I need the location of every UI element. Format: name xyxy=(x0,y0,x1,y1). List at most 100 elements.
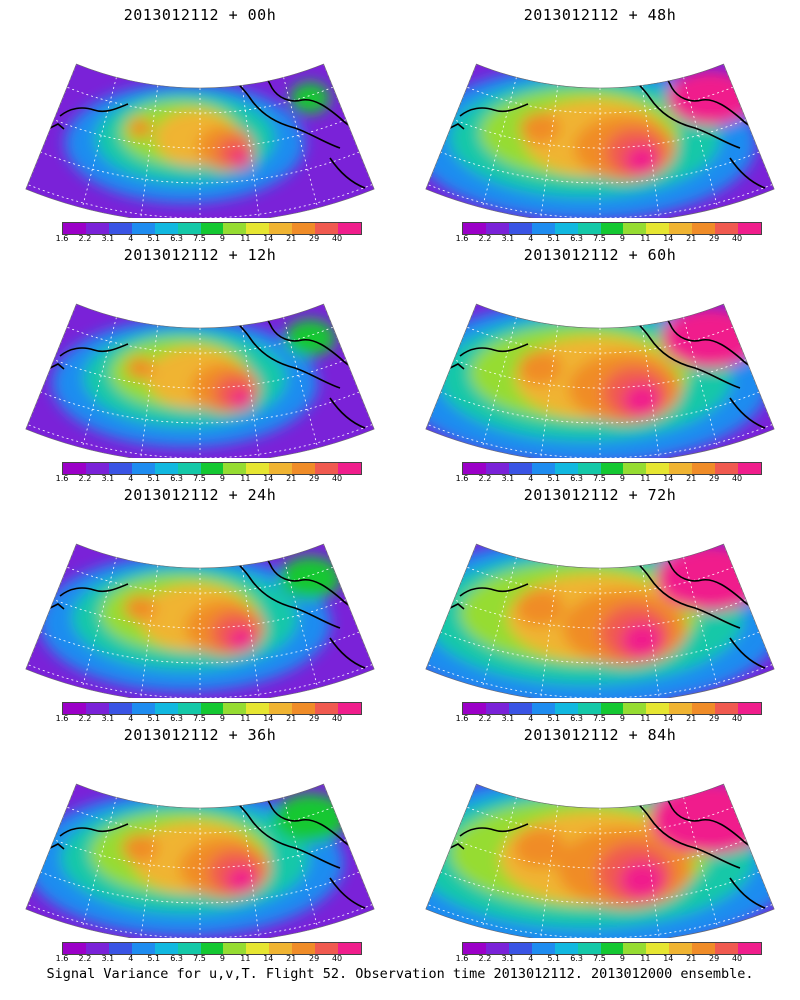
colorbar-segment xyxy=(463,463,486,474)
forecast-panel: 2013012112 + 00h 1.6 2.2 3.1 4 5.1 6.3 7.5 9 11 14… xyxy=(0,0,400,250)
variance-contour xyxy=(228,628,256,652)
colorbar-tick-label: 4 xyxy=(128,474,134,483)
variance-contour xyxy=(290,82,330,114)
colorbar-segment xyxy=(692,943,716,954)
map-outline xyxy=(425,783,775,938)
colorbar-labels: 1.6 2.2 3.1 4 5.1 6.3 7.5 9 11 14 21 29 40 xyxy=(56,474,360,486)
latitude-line xyxy=(66,566,334,594)
forecast-panel: 2013012112 + 24h 1.6 2.2 3.1 4 5.1 6.3 7.5 9 11 14… xyxy=(0,480,400,730)
colorbar-segment xyxy=(131,223,155,234)
colorbar-segment xyxy=(154,463,178,474)
colorbar-segment xyxy=(577,703,601,714)
colorbar-tick-label: 6.3 xyxy=(570,474,583,483)
colorbar-segment xyxy=(692,703,716,714)
colorbar-segment xyxy=(554,703,578,714)
colorbar-tick-label: 21 xyxy=(286,954,297,963)
colorbar-segment xyxy=(485,223,509,234)
colorbar-tick-label: 6.3 xyxy=(570,714,583,723)
colorbar-tick-label: 1.6 xyxy=(455,954,469,963)
colorbar-tick-label: 40 xyxy=(331,474,343,483)
colorbar-segment xyxy=(63,463,86,474)
variance-contour xyxy=(650,783,770,854)
colorbar-tick-label: 3.1 xyxy=(101,234,115,243)
colorbar-tick-label: 9 xyxy=(219,714,225,723)
colorbar-tick-label: 7.5 xyxy=(193,954,206,963)
colorbar-tick-label: 4 xyxy=(528,474,534,483)
colorbar-segment xyxy=(315,463,339,474)
colorbar-tick-label: 29 xyxy=(709,234,720,243)
variance-contour xyxy=(621,622,663,658)
colorbar-segment xyxy=(108,223,132,234)
colorbar-tick-label: 14 xyxy=(263,234,274,243)
colorbar-tick-label: 7.5 xyxy=(593,234,606,243)
colorbar-tick-label: 21 xyxy=(686,474,697,483)
colorbar-tick-label: 1.6 xyxy=(55,714,69,723)
variance-contour xyxy=(661,307,759,369)
colorbar-tick-label: 40 xyxy=(331,954,343,963)
colorbar-segment xyxy=(508,943,532,954)
colorbar-segment xyxy=(338,943,361,954)
variance-contour xyxy=(518,350,562,386)
colorbar-labels: 1.6 2.2 3.1 4 5.1 6.3 7.5 9 11 14 21 29 40 xyxy=(56,954,360,966)
colorbar-tick-label: 7.5 xyxy=(593,954,606,963)
colorbar-tick-label: 7.5 xyxy=(593,714,606,723)
colorbar-segment xyxy=(246,223,270,234)
colorbar-tick-label: 9 xyxy=(219,234,225,243)
colorbar-segment xyxy=(554,943,578,954)
colorbar-segment xyxy=(246,463,270,474)
colorbar-segment xyxy=(223,703,247,714)
variance-contour xyxy=(232,151,252,169)
colorbar-segment xyxy=(669,463,693,474)
colorbar-segment xyxy=(738,703,761,714)
latitude-line xyxy=(66,326,334,354)
colorbar-segment xyxy=(269,703,293,714)
colorbar xyxy=(62,702,362,715)
latitude-line xyxy=(427,424,773,458)
colorbar-tick-label: 5.1 xyxy=(147,234,161,243)
colorbar-tick-label: 21 xyxy=(286,474,297,483)
forecast-panel: 2013012112 + 48h 1.6 2.2 3.1 4 5.1 6.3 7.5 9 11 14… xyxy=(400,0,800,250)
colorbar-tick-label: 5.1 xyxy=(547,234,561,243)
colorbar-tick-label: 40 xyxy=(731,234,743,243)
colorbar-segment xyxy=(338,223,361,234)
colorbar-tick-label: 4 xyxy=(128,234,134,243)
colorbar-tick-label: 11 xyxy=(240,714,251,723)
colorbar-tick-label: 21 xyxy=(686,714,697,723)
colorbar-segment xyxy=(485,703,509,714)
latitude-line xyxy=(466,566,734,594)
colorbar-tick-label: 1.6 xyxy=(55,234,69,243)
colorbar-tick-label: 29 xyxy=(709,474,720,483)
colorbar-segment xyxy=(269,943,293,954)
colorbar-segment xyxy=(531,463,555,474)
map-outline xyxy=(425,303,775,458)
colorbar-segment xyxy=(646,463,670,474)
colorbar-segment xyxy=(623,463,647,474)
colorbar-tick-label: 2.2 xyxy=(78,954,92,963)
forecast-panel: 2013012112 + 60h 1.6 2.2 3.1 4 5.1 6.3 7.5 9 11 14… xyxy=(400,240,800,490)
colorbar-segment xyxy=(692,223,716,234)
colorbar-tick-label: 5.1 xyxy=(147,954,161,963)
colorbar-tick-label: 40 xyxy=(731,954,743,963)
colorbar-segment xyxy=(315,703,339,714)
colorbar-segment xyxy=(715,943,739,954)
colorbar-tick-label: 9 xyxy=(619,474,625,483)
colorbar xyxy=(62,222,362,235)
variance-contour xyxy=(623,383,661,417)
colorbar xyxy=(62,462,362,475)
colorbar-segment xyxy=(292,943,316,954)
variance-map xyxy=(425,783,775,938)
colorbar-segment xyxy=(577,223,601,234)
colorbar-tick-label: 5.1 xyxy=(147,714,161,723)
map-outline xyxy=(25,543,375,698)
colorbar-labels: 1.6 2.2 3.1 4 5.1 6.3 7.5 9 11 14 21 29 40 xyxy=(456,954,760,966)
colorbar-segment xyxy=(85,943,109,954)
colorbar-segment xyxy=(292,463,316,474)
colorbar-segment xyxy=(292,223,316,234)
colorbar-tick-label: 9 xyxy=(619,714,625,723)
colorbar-segment xyxy=(223,223,247,234)
colorbar-segment xyxy=(177,703,201,714)
forecast-panel: 2013012112 + 12h 1.6 2.2 3.1 4 5.1 6.3 7.5 9 11 14… xyxy=(0,240,400,490)
variance-contour xyxy=(514,828,566,868)
colorbar-tick-label: 7.5 xyxy=(193,234,206,243)
colorbar-segment xyxy=(600,943,624,954)
